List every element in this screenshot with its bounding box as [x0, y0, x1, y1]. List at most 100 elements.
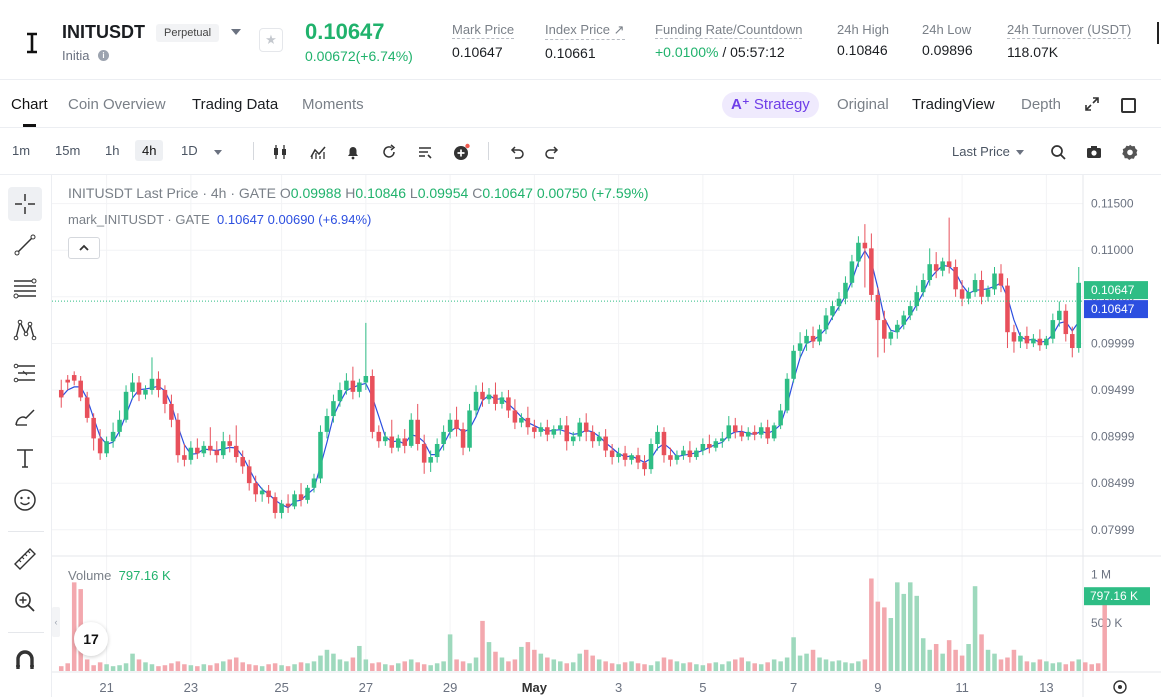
volume-bar: [849, 663, 855, 671]
volume-bar: [674, 661, 680, 671]
crosshair-icon: [15, 194, 35, 214]
volume-bar: [700, 665, 706, 671]
camera-snapshot-icon[interactable]: [1085, 143, 1103, 161]
undo-icon[interactable]: [508, 143, 526, 161]
templates-icon[interactable]: [416, 143, 434, 161]
volume-bar: [506, 661, 511, 671]
candle-body: [408, 419, 414, 446]
redo-icon[interactable]: [543, 143, 561, 161]
candle-body: [350, 380, 356, 392]
candle-body: [817, 329, 822, 342]
candle-body: [311, 478, 317, 488]
candle-body: [117, 419, 122, 432]
volume-bar: [1063, 664, 1069, 671]
tab-trading-data[interactable]: Trading Data: [192, 96, 279, 113]
volume-bar: [434, 663, 440, 671]
favorite-star-icon[interactable]: ★: [259, 28, 283, 52]
scroll-left-handle[interactable]: ‹: [52, 607, 60, 637]
candle-body: [810, 335, 816, 342]
volume-bar: [817, 657, 822, 671]
tab-depth[interactable]: Depth: [1021, 96, 1062, 113]
legend-collapse-button[interactable]: [68, 237, 100, 259]
info-icon[interactable]: i: [98, 50, 109, 61]
volume-bar: [732, 659, 738, 671]
stat-label[interactable]: 24h Turnover (USDT): [1007, 22, 1132, 39]
brush-tool[interactable]: [8, 399, 42, 433]
volume-bar: [959, 655, 965, 671]
text-tool[interactable]: [8, 441, 42, 475]
volume-bar: [914, 595, 920, 671]
volume-bar: [175, 661, 181, 671]
indicators-icon[interactable]: [309, 143, 327, 161]
volume-bar: [169, 663, 174, 671]
tab-coin-overview[interactable]: Coin Overview: [68, 96, 166, 113]
stat-label[interactable]: Index Price ↗: [545, 22, 625, 40]
stat-label[interactable]: Funding Rate/Countdown: [655, 22, 803, 39]
pattern-tool[interactable]: [8, 313, 42, 347]
candle-body: [182, 455, 187, 460]
timeframe-1h[interactable]: 1h: [105, 143, 120, 158]
timeframe-dropdown-chevron-icon[interactable]: [214, 150, 222, 155]
volume-bar: [596, 659, 602, 671]
candlestick-chart-canvas[interactable]: 2123252729May357911130.115000.110000.105…: [52, 175, 1161, 697]
settings-gear-icon[interactable]: [1121, 143, 1139, 161]
trend-line-tool[interactable]: [8, 228, 42, 262]
chart-toolbar: 1m 15m 1h 4h 1D Last Price: [0, 128, 1161, 175]
candle-body: [376, 431, 382, 442]
legend-low-label: L: [409, 185, 418, 201]
tab-moments[interactable]: Moments: [302, 96, 364, 113]
volume-bar: [298, 662, 304, 671]
candle-body: [499, 397, 505, 404]
candle-body: [668, 455, 673, 460]
tab-tradingview[interactable]: TradingView: [912, 96, 995, 113]
timeframe-4h[interactable]: 4h: [135, 140, 164, 161]
volume-bar: [110, 666, 116, 671]
magnet-tool[interactable]: [8, 643, 42, 677]
candle-body: [415, 419, 420, 444]
candlestick-type-icon[interactable]: [271, 143, 289, 161]
candle-body: [467, 410, 472, 448]
strategy-button[interactable]: A⁺ Strategy: [722, 92, 819, 118]
tab-chart[interactable]: Chart: [11, 96, 48, 127]
x-axis-tick-label: 27: [359, 680, 373, 695]
tradingview-logo-icon[interactable]: 17: [74, 622, 108, 656]
volume-bar: [907, 582, 913, 671]
x-axis-tick-label: 9: [874, 680, 881, 695]
volume-bar: [992, 653, 997, 671]
x-axis-tick-label: 29: [443, 680, 457, 695]
timeframe-1d[interactable]: 1D: [181, 143, 198, 158]
price-change: 0.00672(+6.74%): [305, 48, 413, 64]
emoji-tool[interactable]: [8, 483, 42, 517]
candle-body: [97, 438, 103, 454]
alert-bell-icon[interactable]: [344, 143, 362, 161]
volume-bar: [856, 661, 861, 671]
layout-window-icon[interactable]: [1121, 98, 1136, 113]
measure-tool[interactable]: [8, 542, 42, 576]
crosshair-tool[interactable]: [8, 187, 42, 221]
volume-bar: [655, 661, 660, 671]
price-source-select[interactable]: Last Price: [952, 144, 1024, 159]
candle-body: [603, 436, 608, 451]
search-icon[interactable]: [1049, 143, 1067, 161]
lock-pencil-tool[interactable]: [8, 685, 42, 697]
timeframe-15m[interactable]: 15m: [55, 143, 81, 158]
add-plus-icon[interactable]: [452, 143, 470, 161]
tab-original[interactable]: Original: [837, 96, 889, 113]
zoom-tool[interactable]: [8, 585, 42, 619]
candle-body: [91, 417, 96, 439]
fullscreen-expand-icon[interactable]: [1084, 96, 1100, 112]
stat-label[interactable]: Mark Price: [452, 22, 515, 39]
candle-body: [454, 419, 459, 430]
fib-retracement-tool[interactable]: [8, 271, 42, 305]
candle-body: [324, 416, 330, 432]
symbol-dropdown-chevron-icon[interactable]: [231, 29, 241, 35]
timeframe-1m[interactable]: 1m: [12, 143, 31, 158]
replay-icon[interactable]: [380, 143, 398, 161]
volume-bar: [1044, 661, 1049, 671]
prediction-tool[interactable]: [8, 356, 42, 390]
price-chart[interactable]: 2123252729May357911130.115000.110000.105…: [52, 175, 1161, 697]
zoom-in-icon: [15, 592, 35, 612]
symbol-title[interactable]: INITUSDT: [62, 22, 145, 42]
volume-bar: [91, 665, 96, 671]
candle-body: [720, 438, 725, 442]
